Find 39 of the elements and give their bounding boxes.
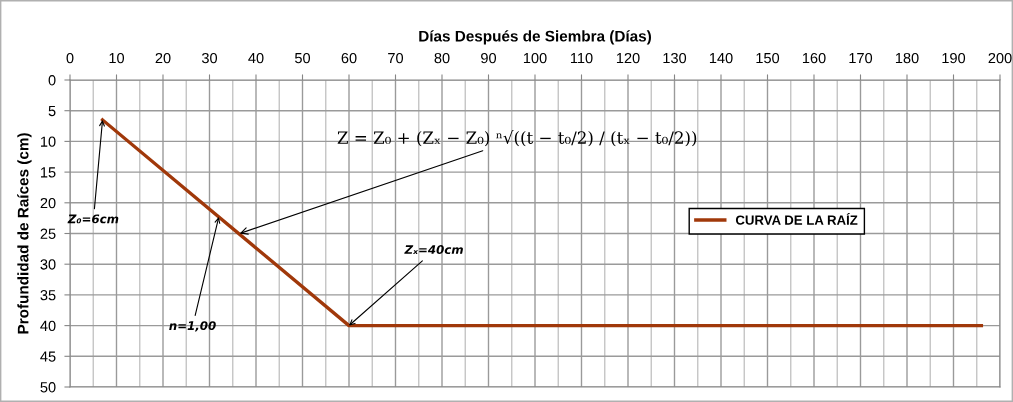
annotation: n=1,00: [169, 321, 216, 332]
x-tick-label: 30: [201, 52, 218, 64]
x-tick-label: 60: [341, 52, 357, 64]
y-tick-label: 50: [40, 382, 56, 393]
y-tick-label: 20: [40, 197, 56, 209]
annotation: Z = Z₀ + (Zₓ − Z₀) ⁿ√((t − t₀/2) / (tₓ − t₀/2)): [337, 130, 697, 147]
y-tick-label: 35: [40, 290, 56, 301]
x-tick-label: 90: [481, 52, 497, 64]
x-tick-label: 80: [434, 52, 450, 64]
x-tick-label: 180: [895, 52, 919, 64]
y-tick-label: 15: [41, 167, 56, 178]
legend-label: CURVA DE LA RAÍZ: [735, 212, 858, 225]
x-tick-label: 190: [942, 52, 966, 64]
x-tick-label: 160: [802, 52, 826, 64]
x-tick-label: 0: [66, 52, 74, 64]
x-tick-label: 130: [663, 52, 687, 64]
x-tick-label: 40: [248, 52, 264, 64]
x-tick-label: 20: [155, 52, 171, 64]
y-tick-label: 25: [40, 228, 56, 239]
x-tick-label: 120: [616, 52, 640, 64]
y-tick-label: 5: [48, 105, 56, 117]
x-tick-label: 170: [849, 52, 873, 64]
y-tick-label: 10: [41, 136, 56, 147]
x-tick-label: 200: [988, 52, 1012, 64]
annotation: Zₓ=40cm: [404, 245, 463, 255]
x-tick-label: 100: [523, 52, 547, 64]
y-tick-label: 40: [40, 320, 56, 332]
y-tick-label: 30: [40, 259, 56, 270]
annotation: Z₀=6cm: [67, 214, 119, 224]
x-tick-label: 110: [570, 52, 593, 64]
x-tick-label: 150: [756, 52, 780, 64]
x-axis-title: Días Después de Siembra (Días): [419, 30, 651, 45]
x-tick-label: 70: [388, 52, 404, 64]
y-axis-title: Profundidad de Raíces (cm): [17, 133, 32, 334]
x-tick-label: 10: [109, 52, 125, 64]
y-tick-label: 0: [48, 75, 56, 86]
x-tick-label: 140: [709, 52, 733, 64]
x-tick-label: 50: [294, 52, 311, 64]
y-tick-label: 45: [40, 351, 56, 362]
